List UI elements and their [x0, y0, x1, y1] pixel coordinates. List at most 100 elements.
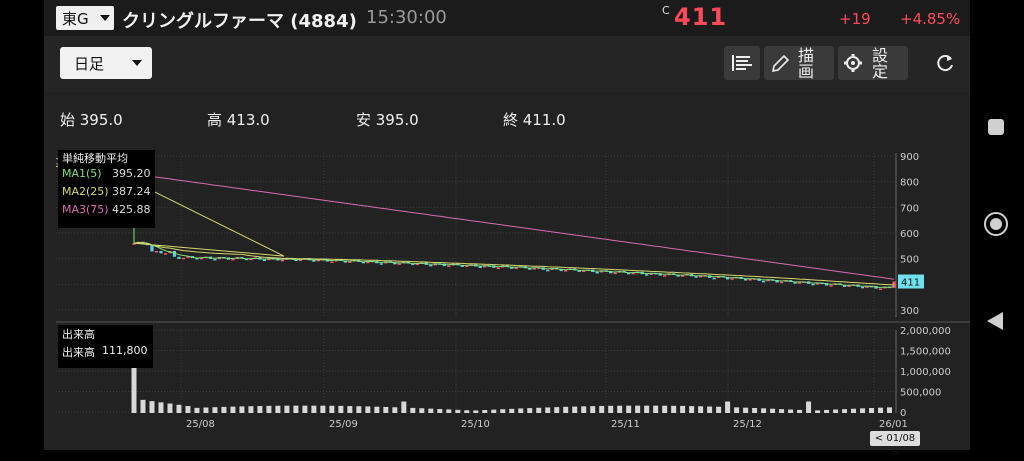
candle — [546, 269, 550, 272]
candle — [577, 270, 581, 272]
price-tick-label: 500 — [900, 255, 919, 266]
volume-bar — [140, 399, 146, 413]
volume-bar — [500, 409, 506, 413]
candle — [460, 265, 464, 267]
settings-label: 設定 — [872, 46, 889, 80]
volume-bar — [248, 406, 254, 413]
back-icon[interactable] — [987, 312, 1003, 330]
candle — [847, 285, 851, 287]
home-icon[interactable] — [984, 212, 1008, 236]
candle — [262, 259, 267, 262]
volume-bar — [284, 405, 290, 413]
volume-bar — [734, 407, 740, 413]
candle — [779, 281, 784, 284]
ma-legend-title: 単純移動平均 — [62, 152, 128, 165]
candle — [829, 285, 833, 287]
volume-bar — [158, 402, 164, 413]
volume-bar — [482, 410, 488, 413]
market-select[interactable]: 東G — [56, 6, 114, 30]
candle — [415, 263, 419, 266]
ma3-line — [55, 163, 895, 280]
volume-bar — [257, 406, 263, 413]
cursor-date-label[interactable]: < 01/08 > — [870, 431, 920, 459]
volume-bar — [572, 406, 578, 413]
refresh-icon[interactable] — [934, 52, 956, 74]
candle — [878, 288, 883, 290]
volume-bar — [716, 406, 722, 413]
volume-bar — [365, 406, 371, 413]
volume-bar — [203, 407, 209, 413]
market-label: 東G — [62, 10, 89, 28]
candle — [379, 263, 383, 265]
recent-apps-icon[interactable] — [988, 119, 1004, 135]
volume-bar — [131, 355, 137, 413]
candle — [181, 257, 186, 260]
period-select[interactable]: 日足 — [60, 47, 152, 79]
candle — [132, 243, 136, 245]
chevron-down-icon — [132, 60, 142, 66]
volume-bar — [239, 406, 245, 413]
candle — [312, 260, 316, 262]
price-tick-label: 600 — [900, 229, 919, 240]
volume-bar — [725, 401, 731, 413]
volume-bar — [401, 401, 407, 413]
candle — [811, 283, 815, 286]
ohlc-open: 始 395.0 — [60, 111, 123, 129]
candle — [564, 270, 568, 272]
date-label: 25/10 — [461, 419, 490, 430]
period-label: 日足 — [74, 55, 105, 73]
volume-tick-label: 0 — [900, 408, 906, 419]
price-prefix: C — [662, 4, 670, 17]
volume-value: 111,800 — [102, 344, 148, 357]
volume-bar — [455, 409, 461, 413]
date-label: 25/08 — [186, 419, 215, 430]
candle — [447, 265, 451, 267]
price-tick-label: 800 — [900, 178, 919, 189]
volume-bar — [464, 410, 470, 413]
candle — [631, 272, 635, 275]
candle — [793, 281, 797, 284]
draw-button[interactable]: 描画 — [764, 46, 834, 80]
volume-bar — [320, 405, 326, 413]
gear-icon — [844, 54, 862, 72]
date-label: 26/01 — [879, 419, 908, 430]
volume-tick-label: 2,000,000 — [900, 326, 951, 337]
volume-bar — [176, 404, 182, 413]
candle — [761, 280, 766, 283]
candle — [582, 270, 586, 272]
volume-bar — [311, 405, 317, 413]
volume-bar — [347, 406, 353, 413]
settings-button[interactable]: 設定 — [838, 46, 908, 80]
nav-icons — [984, 119, 1008, 330]
price-tick-label: 700 — [900, 203, 919, 214]
candle — [528, 268, 532, 270]
candle — [150, 244, 154, 252]
current-price: 411 — [674, 3, 728, 31]
header-bar: 東G クリングルファーマ (4884) 15:30:00 C 411 +19 +… — [44, 0, 970, 36]
volume-bar — [599, 405, 605, 413]
indicator-button[interactable] — [724, 46, 760, 80]
volume-bar — [527, 408, 533, 413]
volume-label: 出来高 — [62, 346, 95, 359]
ohlc-close: 終 411.0 — [503, 111, 566, 129]
bar-list-icon — [732, 55, 752, 71]
price-volume-chart[interactable]: 9008007006005004003002,000,0001,500,0001… — [44, 145, 970, 450]
candle — [154, 251, 159, 253]
volume-bar — [509, 408, 515, 413]
quote-time: 15:30:00 — [366, 7, 447, 28]
volume-tick-label: 1,000,000 — [900, 367, 951, 378]
volume-bar — [581, 406, 587, 413]
ma1-label: MA1(5) — [62, 167, 102, 180]
candle — [397, 263, 401, 265]
volume-bar — [860, 408, 866, 413]
candle — [532, 267, 536, 270]
candle — [429, 264, 433, 267]
candle — [249, 258, 253, 261]
volume-bar — [644, 405, 650, 413]
candle — [694, 276, 698, 278]
candle — [478, 266, 482, 269]
volume-bar — [671, 405, 677, 413]
candle — [600, 270, 604, 273]
candle — [177, 256, 181, 259]
candle — [316, 259, 320, 262]
